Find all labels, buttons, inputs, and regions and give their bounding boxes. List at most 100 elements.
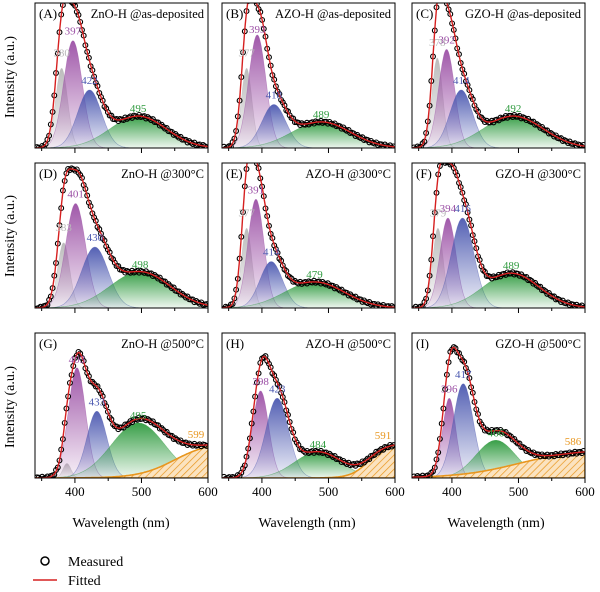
fitted-curve (35, 3, 208, 148)
fitted-curve (35, 351, 208, 478)
sample-label: AZO-H @300°C (305, 167, 391, 181)
x-tick-label: 500 (132, 484, 152, 499)
measured-point (37, 145, 44, 148)
peak-label-orange: 591 (375, 430, 392, 442)
peak-label-purple: 401 (67, 189, 84, 201)
peak-label-purple: 403 (69, 354, 86, 366)
x-axis-label-col-2: Wavelength (nm) (258, 516, 356, 531)
sample-label: AZO-H @500°C (305, 337, 391, 351)
panel-i: 400 500 600 (I) GZO-H @500°C 396 417 466 586 (411, 332, 595, 499)
panel-a: (A) ZnO-H @as-deposited 380 397 422 495 (34, 2, 209, 153)
peak-component-gray (412, 227, 585, 308)
measured-point (246, 153, 251, 158)
measured-point (328, 452, 335, 459)
panel-label: (D) (39, 166, 57, 181)
panel-label: (H) (226, 336, 244, 351)
sample-label: ZnO-H @300°C (121, 167, 204, 181)
peak-label-green: 498 (132, 259, 149, 271)
measured-point (104, 408, 111, 415)
peak-label-orange: 586 (565, 436, 582, 448)
x-tick-label: 400 (65, 484, 85, 499)
measured-point (39, 305, 46, 308)
peak-label-blue: 414 (263, 247, 280, 259)
measured-point (447, 163, 454, 168)
peak-label-green: 489 (503, 260, 520, 272)
measured-point (68, 3, 75, 5)
measured-point (222, 305, 227, 308)
plot-frame (34, 2, 209, 149)
measured-point (44, 302, 51, 308)
panel-e: (E) AZO-H @300°C 377 391 414 479 (221, 148, 396, 313)
measured-point (226, 143, 233, 148)
measured-point (251, 0, 256, 2)
fitted-curve (222, 163, 395, 308)
fitted-curve (412, 3, 585, 148)
peak-label-green: 492 (505, 103, 522, 115)
peak-label-blue: 418 (266, 90, 283, 102)
plot-frame (411, 332, 586, 479)
sample-label: AZO-H @as-deposited (275, 7, 392, 21)
peak-label-green: 495 (130, 103, 147, 115)
peak-label-gray: 378 (429, 37, 446, 49)
legend: Measured Fitted (33, 555, 123, 589)
legend-fitted-label: Fitted (68, 574, 101, 589)
measured-points (35, 165, 208, 308)
peak-label-purple: 393 (249, 24, 266, 36)
panel-d: (D) ZnO-H @300°C 383 401 430 498 (34, 162, 209, 313)
measured-point (445, 163, 452, 166)
measured-point (37, 475, 44, 478)
legend-measured-label: Measured (68, 555, 123, 570)
measured-point (98, 230, 104, 237)
panel-label: (A) (39, 6, 57, 21)
peak-label-green: 495 (130, 410, 147, 422)
panel-label: (E) (226, 166, 243, 181)
measured-point (77, 172, 84, 178)
plot-frame (221, 162, 396, 309)
measured-point (194, 299, 201, 306)
panel-g: 400 500 600 (G) ZnO-H @500°C 403 433 495 599 (34, 332, 218, 499)
x-tick-label: 500 (319, 484, 339, 499)
measured-point (91, 214, 98, 221)
measured-point (274, 249, 281, 256)
measured-point (249, 148, 254, 153)
panel-label: (C) (416, 6, 433, 21)
peak-component-purple (35, 367, 208, 478)
measured-point (253, 155, 258, 160)
legend-measured-marker (40, 556, 50, 566)
measured-point (457, 354, 464, 361)
peak-label-blue: 433 (89, 396, 106, 408)
peak-label-gray: 377 (238, 207, 255, 219)
peak-label-blue: 422 (81, 75, 98, 87)
measured-point (236, 472, 243, 478)
x-axis-label-col-3: Wavelength (nm) (447, 516, 545, 531)
x-axis-label-col-1: Wavelength (nm) (72, 516, 170, 531)
peak-label-purple: 398 (252, 376, 269, 388)
measured-point (203, 144, 208, 148)
fitted-curve (35, 168, 208, 308)
x-tick-label: 600 (385, 484, 405, 499)
plot-frame (411, 162, 586, 309)
measured-point (46, 475, 53, 478)
peak-label-gray: 380 (53, 47, 70, 59)
measured-points (222, 0, 395, 148)
measured-point (253, 3, 260, 7)
plot-frame (221, 332, 396, 479)
measured-point (513, 438, 520, 445)
peak-label-orange: 599 (188, 429, 205, 441)
measured-point (376, 447, 383, 454)
fitted-curve (222, 3, 395, 148)
peak-label-purple: 392 (438, 34, 455, 46)
x-tick-label: 600 (575, 484, 595, 499)
sample-label: GZO-H @500°C (495, 337, 581, 351)
x-tick-label: 500 (509, 484, 529, 499)
measured-point (279, 99, 286, 106)
y-axis-label-row-2: Intensity (a.u.) (3, 195, 18, 277)
peak-label-gray: 377 (238, 47, 255, 59)
measured-point (75, 348, 82, 355)
peak-label-gray: 379 (430, 207, 447, 219)
measured-point (272, 83, 279, 90)
